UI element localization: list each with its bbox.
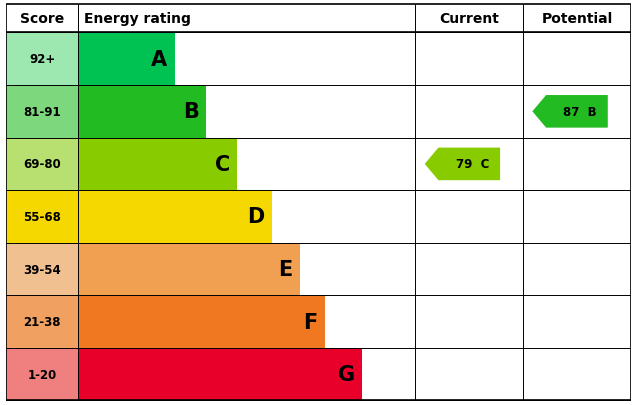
Bar — [78, 243, 300, 296]
Text: Current: Current — [440, 12, 499, 26]
Bar — [6, 138, 78, 191]
Text: 55-68: 55-68 — [24, 211, 61, 224]
Text: Potential: Potential — [541, 12, 613, 26]
Text: F: F — [303, 312, 317, 332]
Bar — [78, 296, 325, 348]
Polygon shape — [425, 148, 500, 181]
Text: 92+: 92+ — [29, 53, 55, 66]
Bar — [6, 243, 78, 296]
Text: 81-91: 81-91 — [24, 106, 61, 119]
Bar — [6, 86, 78, 138]
Bar — [6, 33, 78, 86]
Text: G: G — [338, 364, 355, 384]
Bar — [6, 191, 78, 243]
Bar — [6, 296, 78, 348]
Polygon shape — [533, 96, 608, 128]
Text: 79  C: 79 C — [455, 158, 489, 171]
Text: C: C — [215, 155, 230, 175]
Text: Energy rating: Energy rating — [84, 12, 191, 26]
Text: A: A — [152, 50, 168, 70]
Text: Score: Score — [20, 12, 64, 26]
Bar — [78, 191, 271, 243]
Text: 39-54: 39-54 — [24, 263, 61, 276]
Text: 1-20: 1-20 — [27, 368, 57, 381]
Text: B: B — [183, 102, 199, 122]
Text: 21-38: 21-38 — [24, 315, 61, 328]
Bar — [78, 86, 206, 138]
Bar — [78, 348, 362, 401]
Text: E: E — [278, 259, 292, 279]
Bar — [6, 348, 78, 401]
Text: 87  B: 87 B — [563, 106, 597, 119]
Text: D: D — [247, 207, 264, 227]
Text: 69-80: 69-80 — [24, 158, 61, 171]
Bar — [78, 33, 175, 86]
Bar — [78, 138, 238, 191]
